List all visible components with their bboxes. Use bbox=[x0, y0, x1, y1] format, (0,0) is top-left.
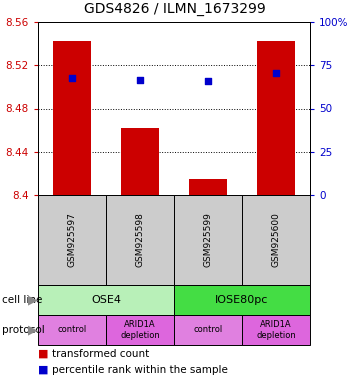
Text: percentile rank within the sample: percentile rank within the sample bbox=[52, 365, 228, 375]
Text: IOSE80pc: IOSE80pc bbox=[215, 295, 269, 305]
Text: GSM925600: GSM925600 bbox=[272, 213, 280, 267]
Text: protocol: protocol bbox=[2, 325, 45, 335]
Text: GSM925598: GSM925598 bbox=[135, 213, 145, 267]
Point bbox=[205, 78, 211, 84]
Point bbox=[137, 77, 143, 83]
Text: GSM925597: GSM925597 bbox=[68, 213, 77, 267]
Point bbox=[69, 75, 75, 81]
Text: control: control bbox=[193, 326, 223, 334]
Text: ■: ■ bbox=[38, 365, 49, 375]
Text: ▶: ▶ bbox=[28, 293, 38, 306]
Text: ■: ■ bbox=[38, 349, 49, 359]
Bar bbox=[121, 128, 159, 195]
Text: OSE4: OSE4 bbox=[91, 295, 121, 305]
Text: cell line: cell line bbox=[2, 295, 42, 305]
Bar bbox=[53, 41, 91, 195]
Bar bbox=[189, 179, 227, 195]
Point bbox=[273, 70, 279, 76]
Text: ARID1A
depletion: ARID1A depletion bbox=[256, 320, 296, 340]
Text: transformed count: transformed count bbox=[52, 349, 149, 359]
Text: ARID1A
depletion: ARID1A depletion bbox=[120, 320, 160, 340]
Bar bbox=[257, 41, 295, 195]
Text: ▶: ▶ bbox=[28, 323, 38, 336]
Text: control: control bbox=[57, 326, 87, 334]
Text: GDS4826 / ILMN_1673299: GDS4826 / ILMN_1673299 bbox=[84, 2, 266, 16]
Text: GSM925599: GSM925599 bbox=[203, 213, 212, 267]
